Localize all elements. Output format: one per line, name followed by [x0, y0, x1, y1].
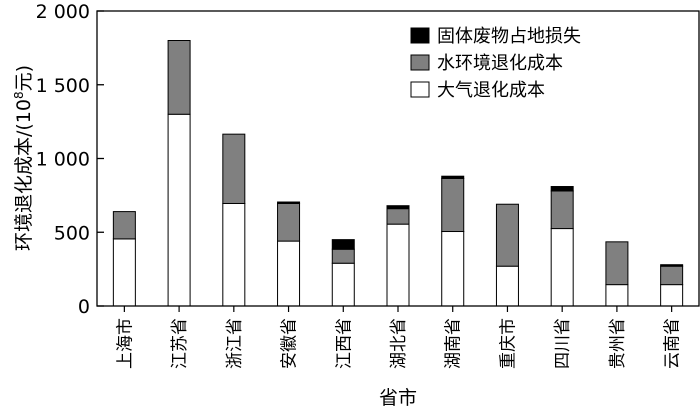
- x-tick-label: 贵州省: [608, 318, 628, 369]
- bar-重庆市-series-0: [495, 265, 519, 307]
- bars: [112, 40, 684, 307]
- y-tick-label: 0: [78, 296, 90, 318]
- y-axis-title-main: 环境退化成本/(10: [13, 99, 35, 251]
- x-tick-label: 江西省: [334, 318, 354, 369]
- x-tick-label: 上海市: [115, 318, 135, 369]
- bar-浙江省-series-0: [222, 202, 246, 307]
- bar-湖南省-series-0: [441, 231, 465, 307]
- bar-湖南省-series-1: [441, 177, 465, 233]
- x-axis-ticks: 上海市 江苏省 浙江省 安徽省 江西省 湖北省 湖南省 重庆市 四川省 贵州省 云南省: [115, 306, 683, 369]
- y-axis-title-superscript: 8: [12, 91, 26, 99]
- bar-贵州省-series-0: [605, 284, 629, 307]
- y-tick-label: 500: [54, 222, 90, 244]
- bar-湖北省-series-0: [386, 223, 410, 307]
- bar-江苏省-series-0: [167, 113, 191, 307]
- x-tick-label: 重庆市: [498, 318, 518, 369]
- bar-安徽省-series-1: [277, 202, 301, 242]
- bar-湖北省-series-2: [386, 205, 410, 210]
- bar-云南省-series-1: [660, 265, 684, 286]
- x-tick-label: 云南省: [663, 318, 683, 369]
- x-tick-label: 湖北省: [389, 318, 409, 369]
- plot-frame: [96, 10, 700, 307]
- bar-四川省-series-1: [550, 190, 574, 230]
- x-tick-label: 四川省: [553, 318, 573, 369]
- bar-上海市-series-0: [112, 238, 136, 307]
- bar-四川省-series-0: [550, 228, 574, 307]
- bar-江西省-series-2: [331, 239, 355, 250]
- x-tick-label: 湖南省: [444, 318, 464, 369]
- x-tick-label: 浙江省: [225, 318, 245, 369]
- y-tick-label: 1 500: [36, 75, 90, 97]
- bar-四川省-series-2: [550, 186, 574, 192]
- legend-swatch: [410, 81, 430, 98]
- y-axis-title-suffix: 元): [13, 65, 35, 91]
- y-tick-label: 2 000: [36, 1, 90, 23]
- legend-label: 固体废物占地损失: [437, 26, 581, 47]
- y-axis-title: 环境退化成本/(108元): [12, 65, 35, 251]
- x-tick-label: 安徽省: [280, 318, 300, 369]
- bar-湖南省-series-2: [441, 175, 465, 179]
- bar-安徽省-series-2: [277, 201, 301, 204]
- y-tick-label: 1 000: [36, 149, 90, 171]
- bar-上海市-series-1: [112, 211, 136, 240]
- legend-label: 水环境退化成本: [437, 53, 563, 74]
- bar-江西省-series-1: [331, 248, 355, 264]
- x-tick-label: 江苏省: [170, 318, 190, 369]
- bar-安徽省-series-0: [277, 240, 301, 307]
- bar-江西省-series-0: [331, 262, 355, 307]
- bar-江苏省-series-1: [167, 40, 191, 115]
- legend-label: 大气退化成本: [437, 80, 545, 101]
- legend-swatch: [410, 27, 430, 44]
- legend-swatch: [410, 54, 430, 71]
- bar-重庆市-series-1: [495, 203, 519, 267]
- bar-浙江省-series-1: [222, 133, 246, 204]
- y-axis-ticks: 0 500 1 000 1 500 2 000: [36, 1, 104, 318]
- bar-云南省-series-2: [660, 264, 684, 267]
- x-axis-title: 省市: [379, 387, 417, 409]
- bar-湖北省-series-1: [386, 208, 410, 225]
- bar-贵州省-series-1: [605, 241, 629, 286]
- bar-云南省-series-0: [660, 284, 684, 307]
